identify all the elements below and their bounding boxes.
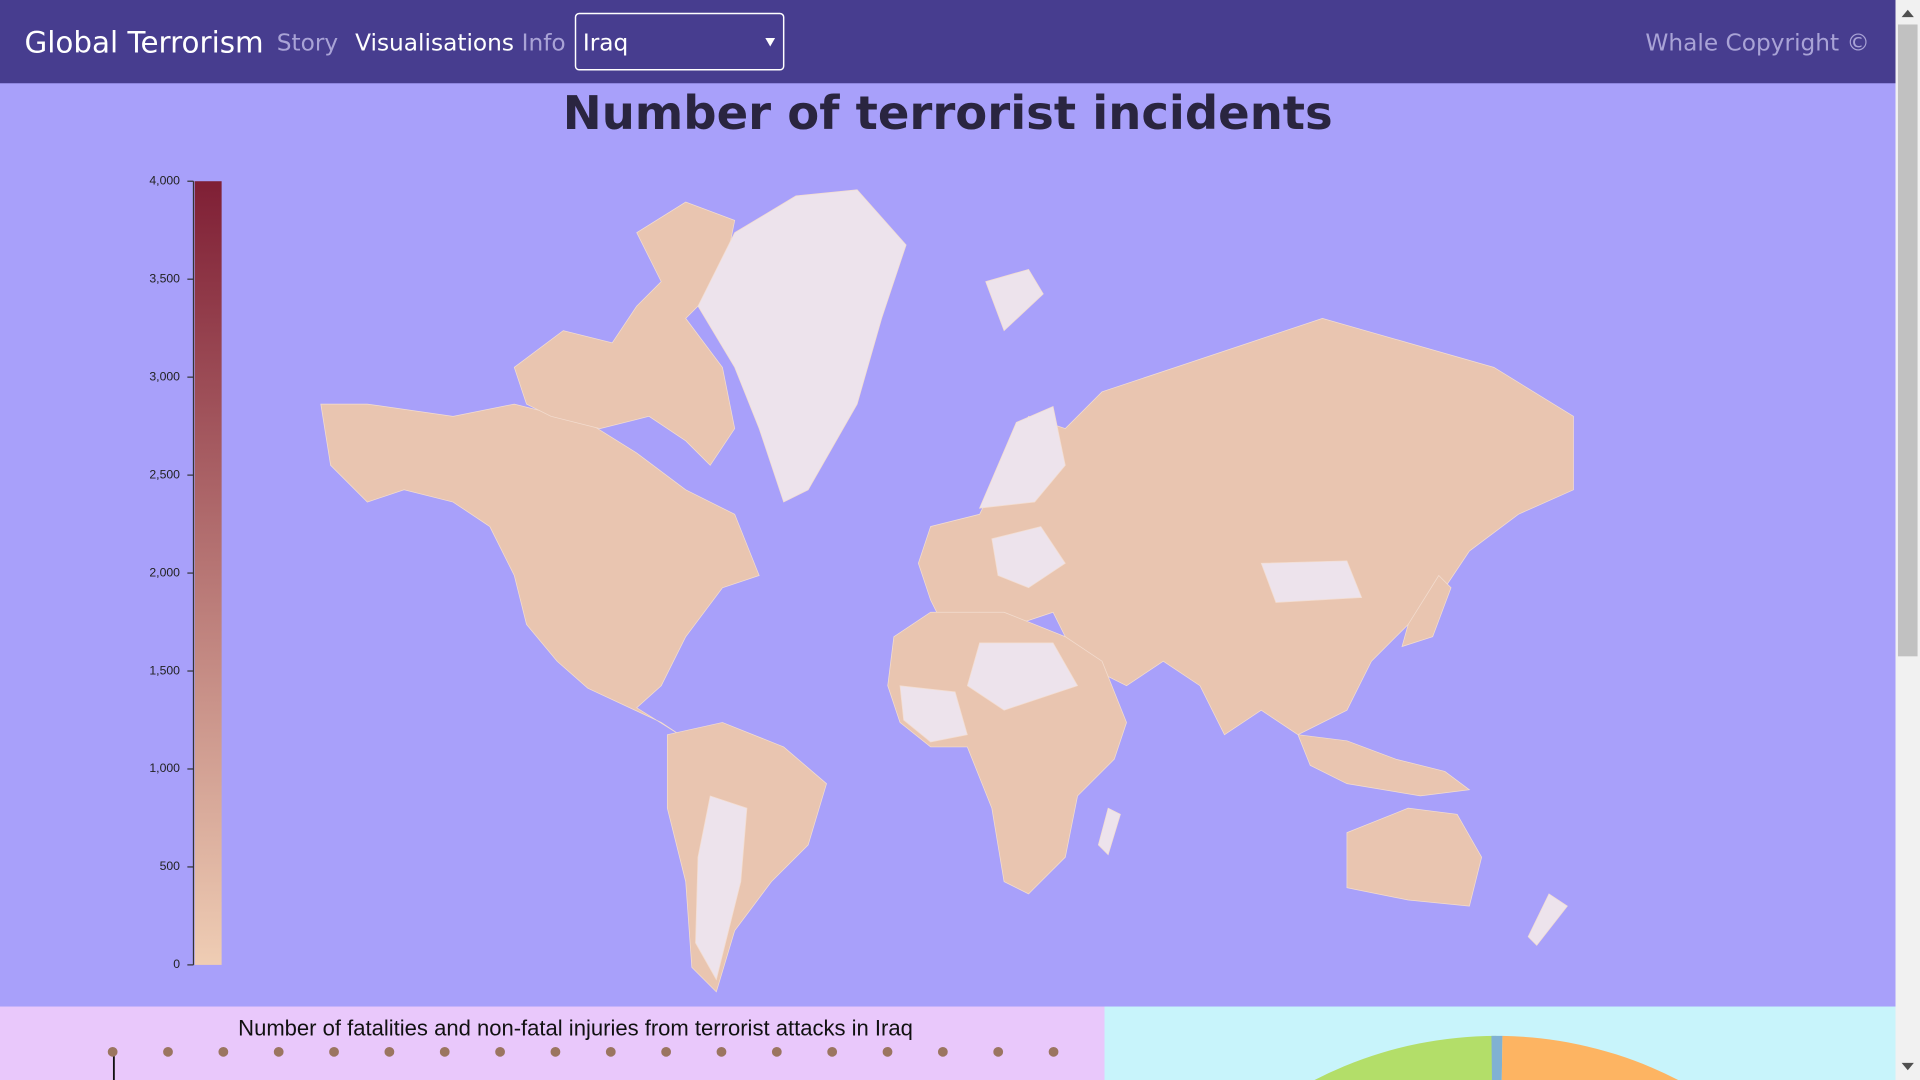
- north-america[interactable]: [320, 403, 760, 736]
- colorbar-tick-label: 1,500: [149, 663, 180, 677]
- colorbar: [194, 181, 222, 965]
- japan[interactable]: [1401, 574, 1452, 648]
- lollipop-dots: [107, 1046, 1059, 1057]
- nav-link[interactable]: Info: [522, 30, 566, 57]
- colorbar-tick-label: 2,500: [149, 467, 180, 481]
- lollipop-dot: [1048, 1046, 1059, 1057]
- colorbar-tick-label: 0: [173, 957, 180, 971]
- lollipop-dot: [771, 1046, 782, 1057]
- lollipop-panel: [0, 1006, 1105, 1080]
- select-arrow: [765, 37, 776, 47]
- select-value: Iraq: [583, 30, 628, 57]
- lollipop-dot: [605, 1046, 616, 1057]
- sahara-pale[interactable]: [966, 642, 1079, 711]
- lollipop-dot: [163, 1046, 173, 1057]
- pie: [1100, 1035, 1893, 1080]
- lollipop-dot: [107, 1046, 118, 1057]
- lollipop-title: Number of fatalities and non-fatal injur…: [238, 1016, 913, 1041]
- copyright: Whale Copyright ©: [1645, 30, 1869, 57]
- west-africa-pale[interactable]: [899, 685, 968, 743]
- australia[interactable]: [1346, 807, 1483, 907]
- map-title: Number of terrorist incidents: [563, 86, 1333, 140]
- colorbar-tick-label: 2,000: [149, 565, 180, 579]
- iceland[interactable]: [985, 268, 1044, 332]
- pie-slice[interactable]: [1491, 1035, 1503, 1080]
- colorbar-tick-label: 500: [160, 859, 181, 873]
- lollipop-dot: [495, 1046, 505, 1057]
- south-america[interactable]: [666, 722, 827, 993]
- lollipop-dot: [273, 1046, 284, 1057]
- nav-link[interactable]: Visualisations: [355, 30, 514, 57]
- pie-slice[interactable]: [1496, 1035, 1893, 1080]
- scandinavia[interactable]: [979, 406, 1066, 509]
- colorbar-tick-label: 4,000: [149, 173, 180, 187]
- mongolia[interactable]: [1260, 560, 1363, 603]
- lollipop-dot: [439, 1046, 450, 1057]
- lollipop-dot: [661, 1046, 672, 1057]
- navbar: [0, 0, 1896, 84]
- south-america-pale[interactable]: [695, 795, 748, 981]
- indonesia[interactable]: [1297, 734, 1471, 797]
- madagascar[interactable]: [1097, 807, 1121, 856]
- lollipop-dot: [329, 1046, 339, 1057]
- brand[interactable]: Global Terrorism: [24, 26, 263, 60]
- scrollbar-thumb[interactable]: [1897, 24, 1918, 657]
- lollipop-dot: [550, 1046, 561, 1057]
- new-zealand[interactable]: [1527, 893, 1568, 946]
- lollipop-dot: [384, 1046, 395, 1057]
- arctic-islands[interactable]: [513, 201, 736, 466]
- greenland[interactable]: [697, 189, 907, 503]
- central-europe[interactable]: [991, 526, 1066, 589]
- pie-slice[interactable]: [1100, 1035, 1497, 1080]
- colorbar-tick-label: 3,500: [149, 271, 180, 285]
- lollipop-dot: [716, 1046, 727, 1057]
- nav-link[interactable]: Story: [277, 30, 339, 57]
- lollipop-dot: [937, 1046, 948, 1057]
- world-map: [320, 189, 1574, 993]
- colorbar-tick-label: 1,000: [149, 761, 180, 775]
- lollipop-dot: [993, 1046, 1004, 1057]
- lollipop-dot: [827, 1046, 838, 1057]
- lollipop-dot: [882, 1046, 893, 1057]
- colorbar-tick-label: 3,000: [149, 369, 180, 383]
- lollipop-dot: [218, 1046, 229, 1057]
- country-select[interactable]: [574, 12, 785, 71]
